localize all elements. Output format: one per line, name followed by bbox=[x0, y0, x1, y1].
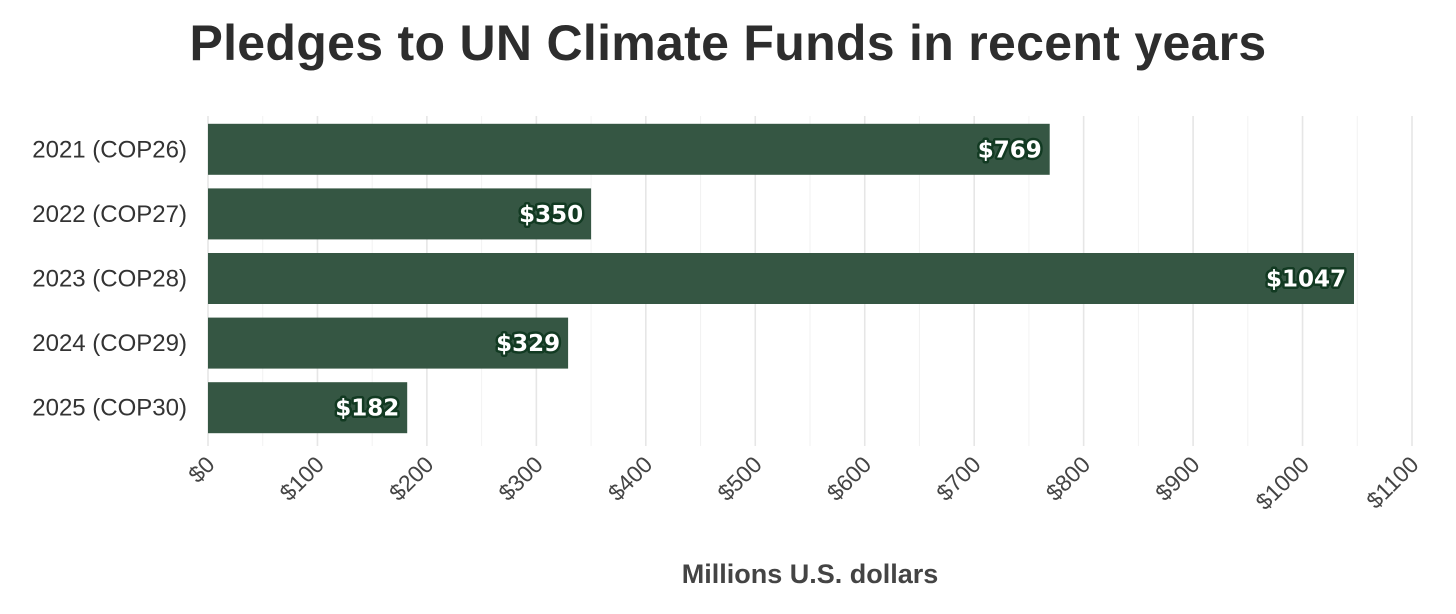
category-label: 2023 (COP28) bbox=[32, 266, 187, 293]
bars: $769 $350 $1047 $329 $182 bbox=[208, 123, 1354, 434]
bar-value-label: $329 bbox=[496, 331, 560, 357]
x-tick-label: $900 bbox=[1150, 451, 1205, 506]
x-tick-labels: $0 $100 $200 $300 $400 $500 $600 $700 $800 $900 $1… bbox=[183, 451, 1423, 515]
category-label: 2024 (COP29) bbox=[32, 330, 187, 357]
x-tick-label: $100 bbox=[274, 451, 329, 506]
bar-value-label: $769 bbox=[978, 137, 1042, 163]
x-tick-label: $600 bbox=[822, 451, 877, 506]
x-tick-label: $400 bbox=[603, 451, 658, 506]
bar-value-label: $182 bbox=[335, 396, 399, 422]
bar-value-label: $1047 bbox=[1266, 267, 1346, 293]
bar bbox=[208, 382, 408, 434]
bar-value-label: $350 bbox=[519, 202, 583, 228]
category-label: 2025 (COP30) bbox=[32, 395, 187, 422]
chart-title: Pledges to UN Climate Funds in recent ye… bbox=[189, 15, 1267, 71]
x-tick-label: $700 bbox=[931, 451, 986, 506]
bar bbox=[208, 188, 592, 240]
category-label: 2021 (COP26) bbox=[32, 136, 187, 163]
category-labels: 2021 (COP26) 2022 (COP27) 2023 (COP28) 2024… bbox=[32, 136, 187, 421]
bar bbox=[208, 317, 569, 369]
x-tick-label: $200 bbox=[384, 451, 439, 506]
bar bbox=[208, 253, 1354, 304]
category-label: 2022 (COP27) bbox=[32, 201, 187, 228]
x-tick-label: $0 bbox=[183, 451, 219, 487]
x-tick-label: $1000 bbox=[1250, 451, 1314, 515]
x-tick-label: $500 bbox=[712, 451, 767, 506]
x-tick-label: $300 bbox=[493, 451, 548, 506]
x-tick-label: $800 bbox=[1041, 451, 1096, 506]
bar bbox=[208, 123, 1050, 175]
x-tick-label: $1100 bbox=[1361, 451, 1423, 513]
x-axis-title: Millions U.S. dollars bbox=[682, 559, 939, 589]
